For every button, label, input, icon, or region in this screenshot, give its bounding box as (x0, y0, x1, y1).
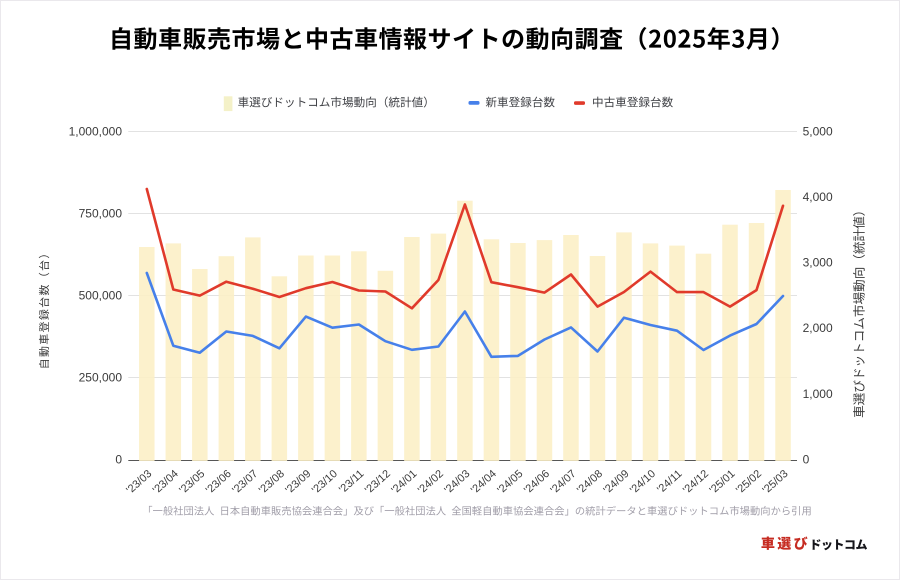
svg-text:2,000: 2,000 (803, 321, 833, 335)
svg-text:1,000: 1,000 (803, 387, 833, 401)
svg-text:750,000: 750,000 (79, 206, 123, 220)
svg-text:500,000: 500,000 (79, 289, 123, 303)
svg-text:4,000: 4,000 (803, 190, 833, 204)
svg-text:1,000,000: 1,000,000 (69, 124, 123, 138)
svg-text:3,000: 3,000 (803, 256, 833, 270)
svg-text:250,000: 250,000 (79, 371, 123, 385)
svg-text:0: 0 (803, 453, 810, 467)
svg-text:5,000: 5,000 (803, 124, 833, 138)
svg-text:0: 0 (115, 453, 122, 467)
